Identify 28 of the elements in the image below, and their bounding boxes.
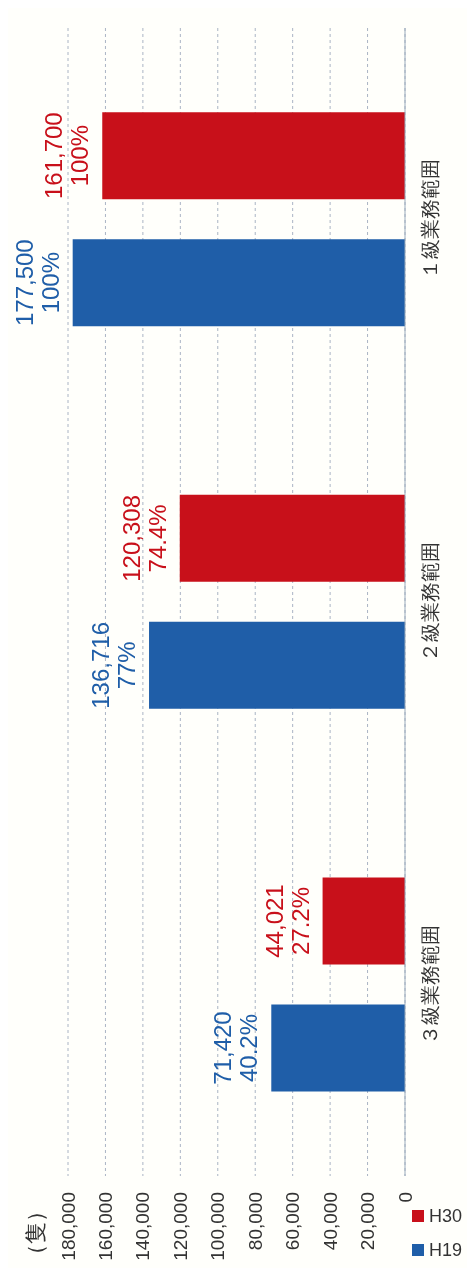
- bar: [271, 1004, 405, 1092]
- x-tick-label: 80,000: [244, 1192, 266, 1251]
- data-label: 161,700 100%: [40, 112, 94, 200]
- legend-label: H30: [429, 1206, 463, 1226]
- legend-label: H19: [429, 1240, 463, 1260]
- y-tick-label: １級業務範囲: [419, 159, 442, 280]
- x-tick-label: 140,000: [132, 1192, 154, 1261]
- data-label: 120,308 74.4%: [117, 494, 171, 582]
- x-tick-label: 60,000: [282, 1192, 304, 1251]
- bar: [179, 494, 405, 582]
- y-tick-label: ２級業務範囲: [419, 542, 442, 662]
- x-tick-label: 100,000: [207, 1192, 229, 1261]
- text: （隻）: [23, 1200, 48, 1266]
- x-tick-label: 0: [394, 1192, 416, 1203]
- bar: [149, 621, 405, 709]
- x-tick-label: 20,000: [357, 1192, 379, 1251]
- data-label: 71,420 40.2%: [209, 1011, 263, 1085]
- data-label: 44,021 27.2%: [260, 884, 314, 958]
- bar: [322, 877, 405, 965]
- x-tick-label: 160,000: [94, 1192, 116, 1261]
- bar: [72, 239, 405, 327]
- x-tick-label: 40,000: [319, 1192, 341, 1251]
- data-label: 177,500 100%: [10, 239, 64, 327]
- data-label: 136,716 77%: [87, 621, 141, 709]
- bar: [102, 112, 405, 200]
- x-tick-label: 180,000: [57, 1192, 79, 1261]
- x-tick-label: 120,000: [169, 1192, 191, 1261]
- y-tick-label: ３級業務範囲: [419, 924, 442, 1045]
